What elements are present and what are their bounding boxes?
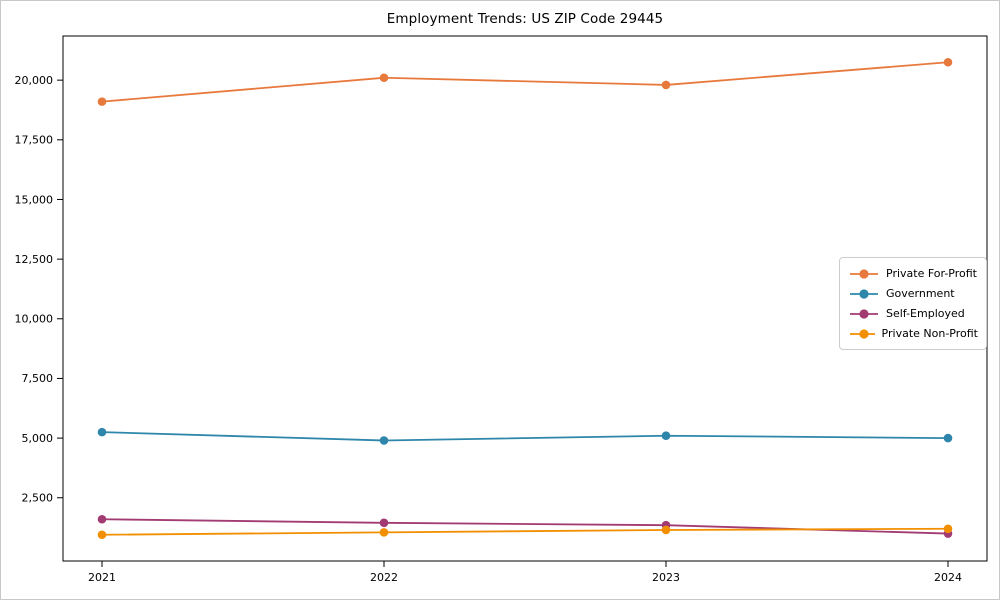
x-tick-label: 2022 [370, 571, 398, 584]
x-tick-label: 2023 [652, 571, 680, 584]
chart-legend: Private For-Profit Government Self-Emplo… [839, 257, 987, 350]
x-tick-label: 2024 [934, 571, 962, 584]
data-point-marker [379, 528, 389, 537]
y-tick-label: 10,000 [15, 313, 54, 326]
data-point-marker [661, 80, 671, 90]
y-tick-label: 5,000 [22, 432, 54, 445]
data-point-marker [97, 530, 107, 540]
legend-label: Private For-Profit [886, 267, 977, 280]
legend-item-private-non-profit: Private Non-Profit [849, 326, 978, 341]
data-point-marker [379, 436, 389, 445]
data-point-marker [661, 431, 671, 441]
legend-item-private-for-profit: Private For-Profit [849, 266, 978, 281]
y-tick-label: 2,500 [22, 492, 54, 505]
series-line-private-non-profit [101, 527, 949, 536]
data-point-marker [379, 73, 389, 83]
data-point-marker [97, 514, 107, 524]
y-tick-label: 7,500 [22, 372, 54, 385]
legend-marker-line-dot-icon [850, 288, 878, 299]
data-point-marker [97, 427, 107, 437]
data-point-marker [943, 57, 953, 67]
data-point-marker [97, 97, 107, 106]
legend-marker-line-dot-icon [850, 268, 878, 279]
y-tick-label: 15,000 [15, 193, 54, 206]
plot-border [62, 35, 988, 562]
x-tick-label: 2021 [88, 571, 116, 584]
data-point-marker [661, 525, 671, 535]
data-point-marker [379, 518, 389, 528]
y-tick-label: 12,500 [15, 253, 54, 266]
chart-title: Employment Trends: US ZIP Code 29445 [386, 11, 664, 27]
legend-marker-line-dot-icon [850, 308, 878, 319]
data-point-marker [943, 524, 953, 534]
legend-item-government: Government [849, 286, 978, 301]
legend-label: Private Non-Profit [881, 327, 978, 340]
data-point-marker [943, 433, 953, 443]
y-tick-label: 20,000 [15, 74, 54, 87]
legend-item-self-employed: Self-Employed [849, 306, 978, 321]
legend-label: Government [886, 287, 955, 300]
legend-label: Self-Employed [886, 307, 965, 320]
y-tick-label: 17,500 [15, 134, 54, 147]
series-line-private-for-profit [101, 61, 949, 103]
series-line-government [101, 431, 949, 442]
legend-marker-line-dot-icon [850, 328, 875, 339]
